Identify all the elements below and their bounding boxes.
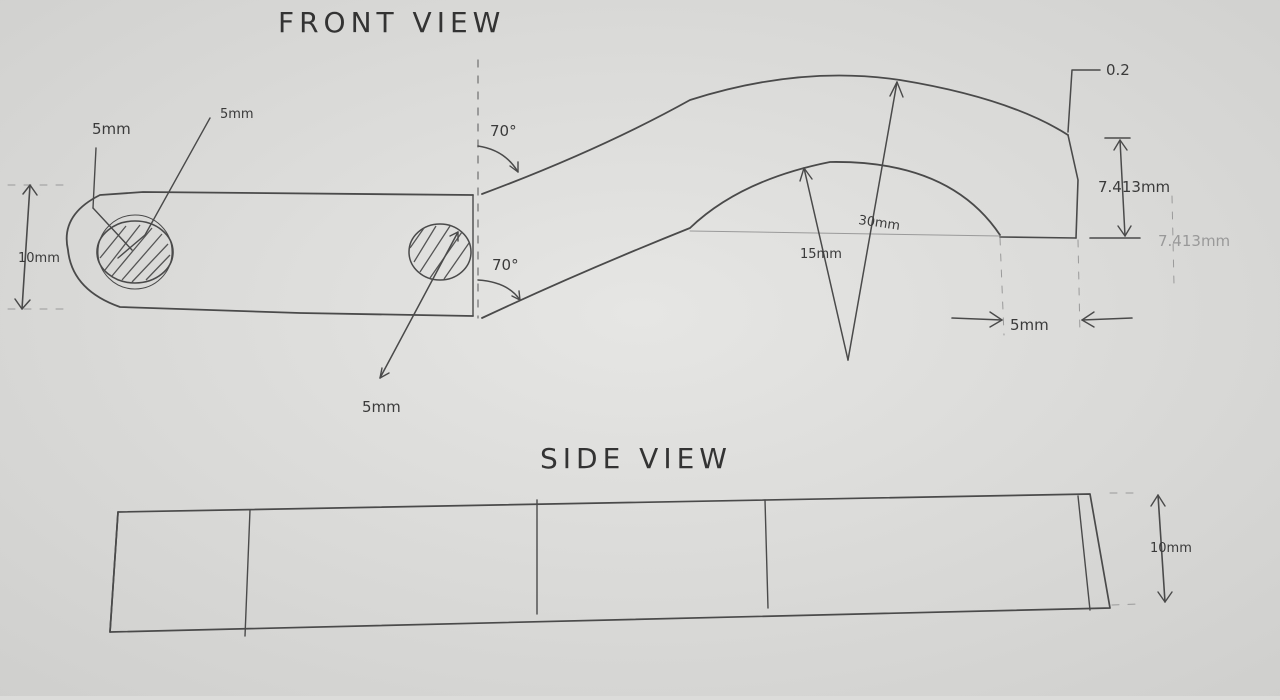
side-divider-3 (764, 499, 769, 609)
arrow-30mm (889, 81, 904, 98)
dim-line-7413 (1119, 139, 1126, 237)
arm-end-edge (1067, 134, 1079, 239)
angle-arrow-bottom (511, 290, 521, 301)
dim-30mm-label: 30mm (857, 213, 901, 234)
ext-foot-right (1077, 239, 1081, 336)
side-view-title: SIDE VIEW (540, 442, 732, 475)
ext-foot-left (999, 237, 1005, 336)
leader-0-2 (1067, 69, 1101, 133)
arrow-up (22, 184, 38, 196)
left-hole-hatching (99, 224, 171, 283)
angle-arc-top (477, 145, 519, 173)
side-divider-4 (1077, 495, 1091, 611)
arrow-hole-bottom (379, 367, 390, 379)
foot-construction-line (689, 230, 1001, 237)
leader-5mm-hole (379, 231, 459, 379)
side-view: 10mm (109, 492, 1192, 637)
front-view-title: FRONT VIEW (278, 6, 505, 39)
leader-5mm-left (92, 147, 97, 209)
leader-5mm-right (144, 117, 211, 236)
arrow-7413-up (1113, 139, 1128, 151)
link-outline (65, 191, 474, 317)
arm-upper-edge (481, 74, 1069, 195)
dim-5mm-hole-label: 5mm (362, 398, 401, 416)
angle-arc-bottom (477, 279, 521, 301)
dim-line-30mm (847, 81, 898, 361)
angle-70-top-label: 70° (490, 122, 517, 140)
angle-70-bottom-label: 70° (492, 256, 519, 274)
callout-0-2-label: 0.2 (1106, 61, 1130, 79)
arrow-15mm (799, 167, 813, 182)
dim-5mm-right-label: 5mm (220, 107, 254, 122)
front-view: 5mm 5mm 10mm 70° 70° 5mm 30mm 15mm (7, 59, 1230, 416)
side-divider-1 (244, 509, 251, 637)
side-dim-10mm-label: 10mm (1150, 541, 1192, 556)
dim-foot-arrow-left (951, 317, 1003, 321)
left-hole (96, 220, 174, 284)
dim-line-15mm (803, 167, 849, 361)
dim-7413-ghost-label: 7.413mm (1158, 232, 1230, 250)
left-hole-outer (97, 214, 173, 290)
radius-line-right (117, 234, 146, 259)
foot-bottom (999, 236, 1077, 239)
dim-5mm-left-label: 5mm (92, 120, 131, 138)
dim-line-10mm (21, 184, 31, 310)
arm-lower-edge (481, 161, 1001, 319)
side-arrow-up (1150, 494, 1166, 507)
arrow-hole-top (449, 231, 459, 242)
dim-7413-label: 7.413mm (1098, 178, 1170, 196)
side-ext-bottom (1111, 603, 1141, 606)
angle-arrow-top (509, 161, 519, 173)
dim-5mm-foot-label: 5mm (1010, 316, 1049, 334)
arrow-7413-down (1117, 225, 1132, 237)
arrow-down (14, 298, 31, 310)
dim-10mm-label: 10mm (18, 251, 60, 266)
arrowhead-foot-left (989, 311, 1003, 328)
radius-line-left (92, 207, 133, 251)
dim-15mm-label: 15mm (800, 247, 842, 262)
side-dim-line (1157, 494, 1166, 603)
side-left-edge (109, 511, 119, 633)
dim-foot-arrow-right (1081, 317, 1133, 321)
middle-hole (408, 223, 472, 281)
arrowhead-foot-right (1081, 311, 1095, 328)
side-arrow-down (1157, 591, 1173, 603)
